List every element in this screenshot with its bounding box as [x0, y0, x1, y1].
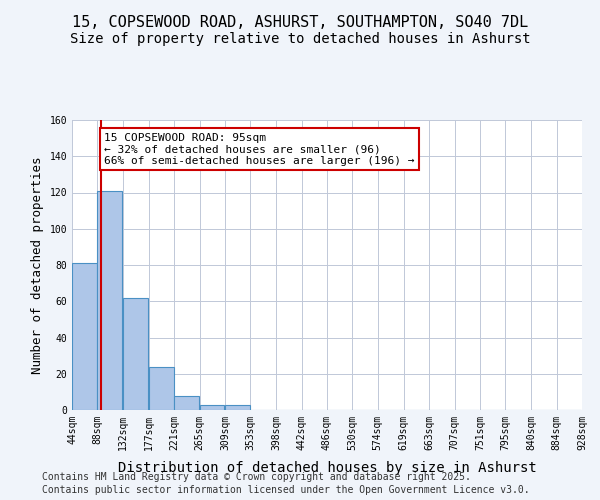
X-axis label: Distribution of detached houses by size in Ashurst: Distribution of detached houses by size … [118, 461, 536, 475]
Text: Contains HM Land Registry data © Crown copyright and database right 2025.: Contains HM Land Registry data © Crown c… [42, 472, 471, 482]
Text: 15, COPSEWOOD ROAD, ASHURST, SOUTHAMPTON, SO40 7DL: 15, COPSEWOOD ROAD, ASHURST, SOUTHAMPTON… [72, 15, 528, 30]
Text: Contains public sector information licensed under the Open Government Licence v3: Contains public sector information licen… [42, 485, 530, 495]
Bar [123, 298, 148, 410]
Y-axis label: Number of detached properties: Number of detached properties [31, 156, 44, 374]
Bar [72, 263, 97, 410]
Bar [225, 404, 250, 410]
Text: Size of property relative to detached houses in Ashurst: Size of property relative to detached ho… [70, 32, 530, 46]
Bar [199, 404, 224, 410]
Bar [97, 190, 122, 410]
Text: 15 COPSEWOOD ROAD: 95sqm
← 32% of detached houses are smaller (96)
66% of semi-d: 15 COPSEWOOD ROAD: 95sqm ← 32% of detach… [104, 132, 415, 166]
Bar [174, 396, 199, 410]
Bar [149, 366, 173, 410]
